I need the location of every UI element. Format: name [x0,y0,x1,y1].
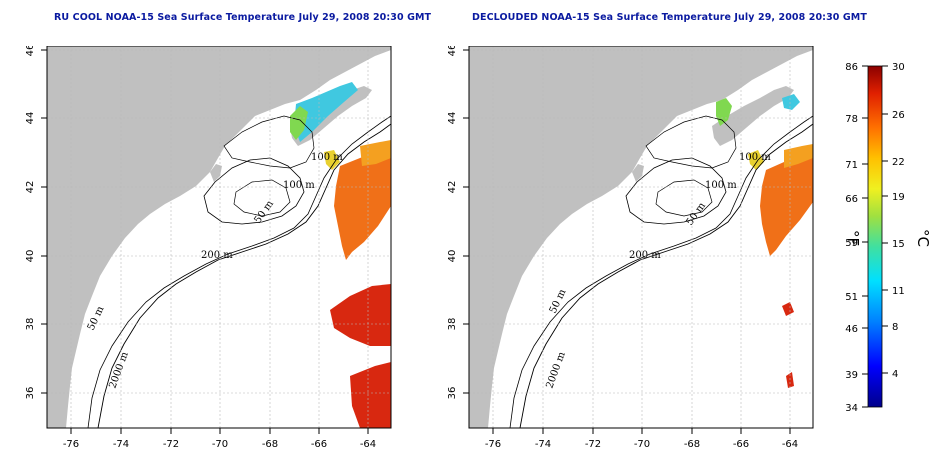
right-cape-cod [632,164,644,182]
colorbar-gradient [867,65,883,408]
right-lon-tick-66: -66 [733,439,749,450]
temperature-colorbar: 86 78 71 66 59 51 46 39 34 30 26 22 19 1… [844,62,932,414]
colorbar-c-4: 4 [892,369,898,380]
right-sst-gulf-stream [760,150,813,256]
left-tick-marks [41,49,369,434]
left-sst-cool-gulf-maine [294,82,358,142]
right-lat-tick-40: 40 [447,250,458,263]
colorbar-f-78: 78 [845,114,858,125]
colorbar-c-22: 22 [892,157,905,168]
colorbar-c-11: 11 [892,286,905,297]
left-sst-offshore-hot [330,284,391,346]
colorbar-tick-marks [862,65,888,408]
left-map-plot-area: 100 m 100 m 50 m 200 m 50 m 2000 m [46,46,392,429]
colorbar-c-19: 19 [892,192,905,203]
right-lat-tick-44: 44 [447,112,458,125]
right-lon-tick-70: -70 [634,439,650,450]
right-sst-map: 100 m 100 m 50 m 200 m 50 m 2000 m -76 -… [447,46,814,450]
left-sst-green-shelf [290,106,308,140]
right-label-100m-b: 100 m [705,180,737,191]
left-lat-tick-38: 38 [25,318,36,331]
right-land-mass [469,46,813,428]
right-contour-2000m [519,123,814,429]
left-lon-tick-74: -74 [113,439,129,450]
colorbar-unit-fahrenheit: °F [844,230,862,246]
left-lat-tick-44: 44 [25,112,36,125]
colorbar-c-8: 8 [892,322,898,333]
colorbar-f-71: 71 [845,160,858,171]
colorbar-f-39: 39 [845,370,858,381]
right-sst-south-speck [782,302,794,316]
left-contour-gulf-maine [223,115,315,169]
colorbar-f-51: 51 [845,292,858,303]
left-contour-2000m [97,123,392,429]
right-graticule [469,46,813,428]
right-label-200m: 200 m [629,250,661,261]
left-label-100m-a: 100 m [311,152,343,163]
left-graticule [47,46,391,428]
left-contour-50m [233,179,291,217]
colorbar-f-46: 46 [845,324,858,335]
left-sst-south-hot [350,362,391,428]
right-lat-tick-38: 38 [447,318,458,331]
right-lat-tick-36: 36 [447,387,458,400]
left-land-mass [47,46,391,428]
colorbar-f-86: 86 [845,62,858,73]
left-lon-tick-70: -70 [212,439,228,450]
left-map-title: RU COOL NOAA-15 Sea Surface Temperature … [54,12,432,23]
left-lon-tick-72: -72 [163,439,179,450]
right-label-100m-a: 100 m [739,152,771,163]
right-contour-gulf-maine [645,115,737,169]
colorbar-unit-celsius: °C [914,229,932,247]
right-nova-scotia [712,86,794,146]
left-lat-tick-36: 36 [25,387,36,400]
left-lat-tick-42: 42 [25,181,36,194]
right-lon-tick-76: -76 [485,439,501,450]
right-map-plot-area: 100 m 100 m 50 m 200 m 50 m 2000 m [468,46,814,429]
right-map-title: DECLOUDED NOAA-15 Sea Surface Temperatur… [472,12,867,23]
colorbar-f-66: 66 [845,194,858,205]
left-sst-yellow-edge [324,150,340,170]
colorbar-f-34: 34 [845,403,858,414]
left-lon-tick-64: -64 [360,439,376,450]
right-contour-200m [509,115,814,429]
right-sst-green-shelf [716,98,732,126]
right-contour-100m [625,157,727,225]
right-lat-tick-46: 46 [447,46,458,56]
right-sst-cool-patch [782,94,800,110]
right-lon-tick-74: -74 [535,439,551,450]
right-lon-tick-68: -68 [684,439,700,450]
left-sst-gulf-stream [334,146,391,260]
left-label-100m-b: 100 m [283,180,315,191]
left-sst-map: 100 m 100 m 50 m 200 m 50 m 2000 m -76 -… [25,46,392,450]
left-lat-tick-40: 40 [25,250,36,263]
colorbar-f-59: 59 [845,238,858,249]
left-label-200m: 200 m [201,250,233,261]
right-lon-tick-72: -72 [585,439,601,450]
right-tick-marks [463,49,791,434]
left-contour-200m [87,115,392,429]
right-lat-tick-42: 42 [447,181,458,194]
left-lon-tick-76: -76 [63,439,79,450]
right-sst-warm-core [784,144,813,168]
colorbar-c-15: 15 [892,239,905,250]
right-contour-50m [655,179,713,217]
right-lon-tick-64: -64 [782,439,798,450]
left-lon-tick-68: -68 [262,439,278,450]
left-lat-tick-46: 46 [25,46,36,56]
left-cape-cod [210,164,222,182]
colorbar-c-30: 30 [892,62,905,73]
left-contour-100m [203,157,305,225]
left-lon-tick-66: -66 [311,439,327,450]
colorbar-c-26: 26 [892,110,905,121]
